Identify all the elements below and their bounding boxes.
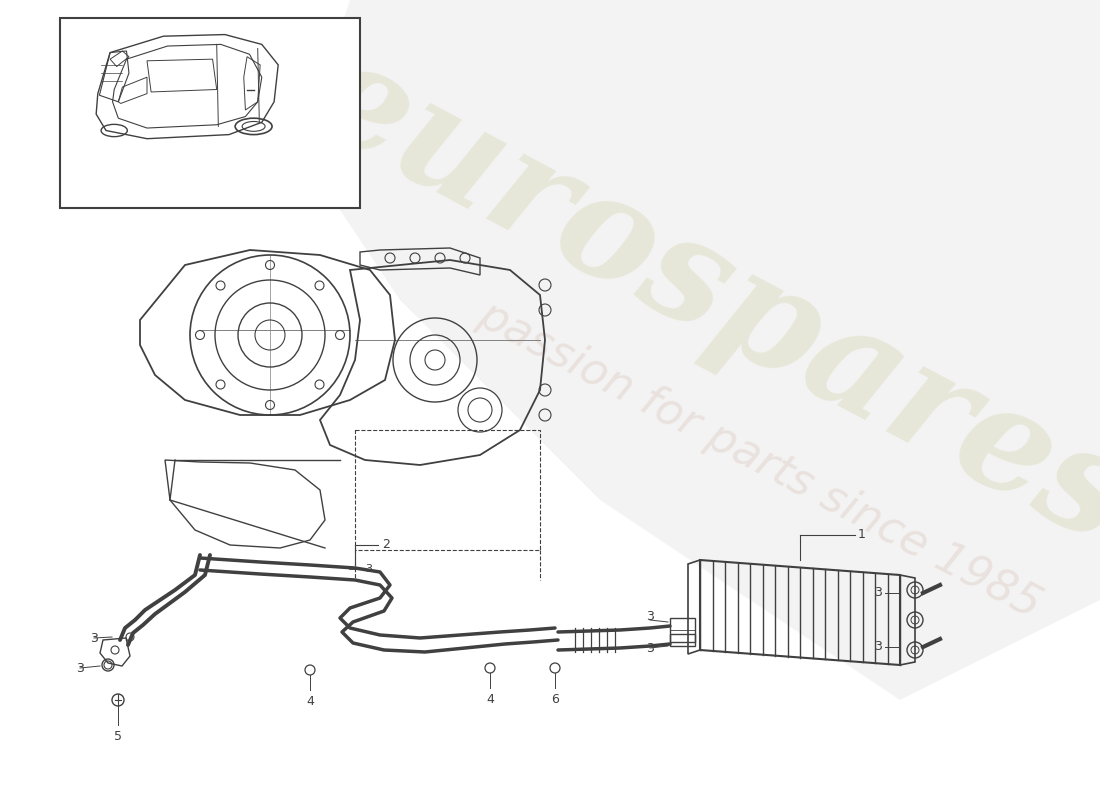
Text: 3: 3 xyxy=(76,662,84,674)
Text: 4: 4 xyxy=(486,693,494,706)
Bar xyxy=(355,430,540,550)
Text: 1: 1 xyxy=(858,529,866,542)
Text: passion for parts since 1985: passion for parts since 1985 xyxy=(472,293,1048,627)
Text: 3: 3 xyxy=(874,641,882,654)
Text: 6: 6 xyxy=(551,693,559,706)
Text: eurospares: eurospares xyxy=(288,26,1100,574)
Text: 3: 3 xyxy=(646,642,653,654)
Text: 3: 3 xyxy=(90,631,98,645)
Text: 5: 5 xyxy=(114,730,122,743)
Bar xyxy=(60,18,360,208)
Text: 2: 2 xyxy=(382,538,389,550)
Text: 3: 3 xyxy=(874,586,882,599)
Text: 3: 3 xyxy=(646,610,653,623)
Text: 4: 4 xyxy=(306,695,313,708)
Polygon shape xyxy=(300,0,1100,700)
Text: 3: 3 xyxy=(365,564,372,574)
